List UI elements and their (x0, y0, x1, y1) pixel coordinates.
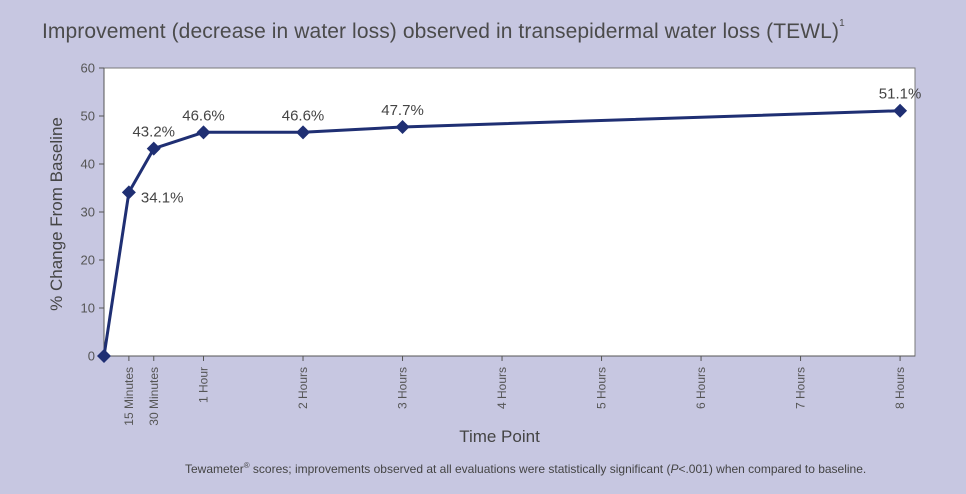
data-point-marker (395, 120, 410, 135)
data-point-marker (893, 103, 908, 118)
footnote-prefix: Tewameter (185, 462, 244, 476)
x-tick-label: 2 Hours (296, 367, 310, 409)
data-label: 46.6% (282, 107, 325, 124)
x-tick-label: 30 Minutes (147, 367, 161, 426)
x-axis-title: Time Point (459, 427, 540, 446)
data-label: 46.6% (182, 107, 225, 124)
y-tick-label: 10 (81, 301, 95, 316)
x-tick-label: 6 Hours (694, 367, 708, 409)
x-tick-label: 1 Hour (197, 367, 211, 403)
y-tick-label: 60 (81, 61, 95, 76)
y-tick-label: 0 (88, 349, 95, 364)
data-point-marker (296, 125, 311, 140)
x-tick-label: 4 Hours (495, 367, 509, 409)
chart-title-text: Improvement (decrease in water loss) obs… (42, 20, 840, 43)
registered-mark: ® (243, 461, 250, 470)
footnote-mid: scores; improvements observed at all eva… (249, 462, 671, 476)
title-footnote-marker: 1 (839, 18, 845, 29)
y-tick-label: 40 (81, 157, 95, 172)
data-point-marker (121, 185, 136, 200)
data-label: 34.1% (141, 189, 184, 206)
data-point-marker (97, 349, 111, 363)
data-label: 43.2% (132, 124, 175, 141)
x-tick-label: 15 Minutes (122, 367, 136, 426)
footnote-p: P (670, 462, 679, 476)
y-tick-label: 50 (81, 109, 95, 124)
y-tick-label: 30 (81, 205, 95, 220)
footnote: Tewameter® scores; improvements observed… (185, 461, 866, 476)
plot-area (103, 67, 916, 357)
footnote-suffix: <.001) when compared to baseline. (678, 462, 867, 476)
y-axis-title: % Change From Baseline (47, 117, 66, 311)
data-point-marker (196, 125, 211, 140)
x-tick-label: 7 Hours (794, 367, 808, 409)
y-tick-label: 20 (81, 253, 95, 268)
data-label: 51.1% (879, 86, 922, 103)
chart-title: Improvement (decrease in water loss) obs… (42, 18, 845, 44)
x-tick-label: 3 Hours (396, 367, 410, 409)
data-label: 47.7% (381, 102, 424, 119)
x-tick-label: 5 Hours (595, 367, 609, 409)
x-tick-label: 8 Hours (893, 367, 907, 409)
data-point-marker (146, 141, 161, 156)
